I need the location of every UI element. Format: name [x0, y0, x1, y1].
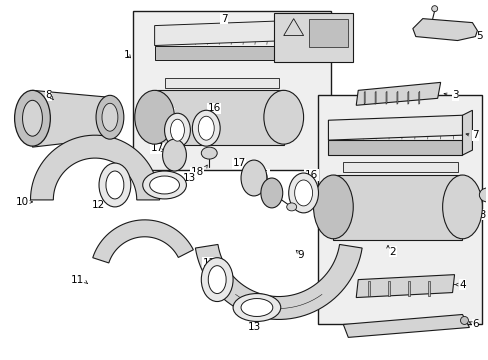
- Ellipse shape: [99, 163, 130, 207]
- Text: 13: 13: [247, 323, 260, 332]
- Ellipse shape: [198, 116, 214, 140]
- Polygon shape: [396, 91, 397, 104]
- Polygon shape: [418, 91, 419, 104]
- Polygon shape: [385, 91, 386, 104]
- Ellipse shape: [102, 103, 118, 131]
- Polygon shape: [364, 91, 365, 104]
- Ellipse shape: [164, 113, 190, 147]
- Ellipse shape: [442, 175, 481, 239]
- Polygon shape: [343, 315, 468, 337]
- Text: 7: 7: [471, 130, 478, 140]
- Ellipse shape: [241, 298, 272, 316]
- Text: 3: 3: [451, 90, 458, 100]
- Ellipse shape: [478, 188, 488, 202]
- Polygon shape: [328, 115, 462, 140]
- Ellipse shape: [261, 178, 282, 208]
- Ellipse shape: [201, 258, 233, 302]
- Text: 8: 8: [45, 90, 52, 100]
- Text: 12: 12: [91, 200, 104, 210]
- Ellipse shape: [460, 316, 468, 324]
- Polygon shape: [288, 15, 303, 60]
- Text: 18: 18: [190, 167, 203, 177]
- Text: 4: 4: [458, 280, 465, 289]
- Polygon shape: [374, 91, 375, 104]
- Text: 18: 18: [473, 210, 486, 220]
- Text: 1: 1: [123, 50, 130, 60]
- Polygon shape: [355, 275, 454, 298]
- Text: 17: 17: [232, 158, 245, 168]
- Ellipse shape: [135, 90, 174, 144]
- Polygon shape: [154, 21, 288, 45]
- Ellipse shape: [106, 171, 123, 199]
- Ellipse shape: [264, 90, 303, 144]
- Polygon shape: [407, 91, 408, 104]
- Ellipse shape: [201, 147, 217, 159]
- Ellipse shape: [431, 6, 437, 12]
- Ellipse shape: [192, 110, 220, 146]
- Bar: [273, 13, 352, 62]
- Polygon shape: [333, 175, 462, 240]
- Polygon shape: [387, 280, 389, 296]
- Text: 16: 16: [207, 103, 221, 113]
- Polygon shape: [407, 280, 409, 296]
- Ellipse shape: [142, 171, 186, 199]
- Ellipse shape: [170, 119, 184, 141]
- Ellipse shape: [162, 139, 186, 171]
- Polygon shape: [30, 135, 159, 200]
- Ellipse shape: [149, 176, 179, 194]
- Ellipse shape: [241, 160, 266, 196]
- Text: 5: 5: [475, 31, 482, 41]
- Text: 17: 17: [151, 143, 164, 153]
- Text: 11: 11: [70, 275, 83, 285]
- Polygon shape: [412, 19, 476, 41]
- Polygon shape: [164, 78, 278, 88]
- Text: 12: 12: [202, 258, 215, 268]
- Text: 7: 7: [221, 14, 227, 24]
- Text: 16: 16: [305, 170, 318, 180]
- Polygon shape: [355, 82, 440, 105]
- Ellipse shape: [15, 90, 50, 146]
- Text: 13: 13: [183, 173, 196, 183]
- Polygon shape: [343, 162, 457, 172]
- Polygon shape: [32, 90, 110, 147]
- Text: 6: 6: [471, 319, 478, 329]
- Ellipse shape: [233, 293, 280, 321]
- Bar: [133, 11, 331, 170]
- Text: 14: 14: [161, 108, 174, 118]
- Ellipse shape: [208, 266, 225, 293]
- Ellipse shape: [286, 203, 296, 211]
- Polygon shape: [462, 110, 471, 155]
- Text: 10: 10: [16, 197, 29, 207]
- Polygon shape: [93, 220, 193, 263]
- Polygon shape: [367, 280, 369, 296]
- Bar: [308, 19, 347, 46]
- Text: 9: 9: [297, 250, 304, 260]
- Polygon shape: [195, 244, 362, 319]
- Polygon shape: [154, 45, 288, 60]
- Ellipse shape: [313, 175, 352, 239]
- Polygon shape: [328, 140, 462, 155]
- Ellipse shape: [294, 180, 312, 206]
- Polygon shape: [154, 90, 283, 145]
- Text: 15: 15: [256, 170, 269, 180]
- Text: 2: 2: [389, 247, 395, 257]
- Ellipse shape: [22, 100, 42, 136]
- Ellipse shape: [288, 173, 318, 213]
- Polygon shape: [427, 280, 429, 296]
- Bar: [318, 95, 481, 324]
- Ellipse shape: [96, 95, 123, 139]
